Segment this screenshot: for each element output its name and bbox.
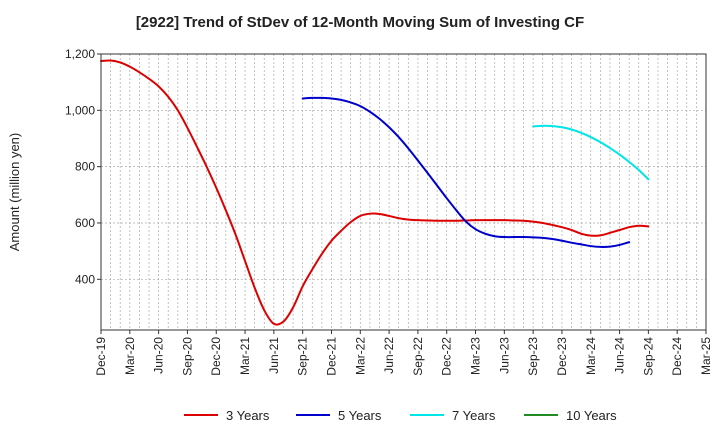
series-line-2 bbox=[301, 96, 631, 248]
x-tick-label: Jun-20 bbox=[152, 337, 166, 374]
x-tick-label: Sep-23 bbox=[526, 337, 540, 376]
x-tick-label: Dec-24 bbox=[670, 337, 684, 376]
x-tick-label: Mar-22 bbox=[353, 337, 367, 375]
x-tick-label: Dec-19 bbox=[94, 337, 108, 376]
y-axis-label: Amount (million yen) bbox=[7, 133, 22, 252]
y-tick-label: 1,200 bbox=[65, 47, 95, 61]
x-axis-ticks: Dec-19 Mar-20 Jun-20 Sep-20 Dec-20 Mar-21 Jun-… bbox=[94, 330, 713, 376]
x-tick-label: Mar-20 bbox=[123, 337, 137, 375]
x-tick-label: Dec-23 bbox=[555, 337, 569, 376]
legend: 3 Years 5 Years 7 Years 10 Years bbox=[184, 408, 617, 423]
x-tick-label: Jun-21 bbox=[267, 337, 281, 374]
x-tick-label: Sep-21 bbox=[296, 337, 310, 376]
y-tick-label: 800 bbox=[75, 160, 95, 174]
x-tick-label: Jun-22 bbox=[382, 337, 396, 374]
plot-area bbox=[101, 54, 706, 330]
x-tick-label: Sep-20 bbox=[180, 337, 194, 376]
x-tick-label: Mar-21 bbox=[238, 337, 252, 375]
grid bbox=[101, 54, 706, 330]
x-tick-label: Mar-24 bbox=[584, 337, 598, 375]
x-tick-label: Dec-21 bbox=[324, 337, 338, 376]
x-tick-label: Mar-23 bbox=[469, 337, 483, 375]
legend-label: 10 Years bbox=[566, 408, 617, 423]
y-tick-label: 1,000 bbox=[65, 103, 95, 117]
plot-frame bbox=[100, 53, 707, 331]
legend-label: 5 Years bbox=[338, 408, 382, 423]
series-line-1 bbox=[100, 59, 650, 326]
x-tick-label: Dec-20 bbox=[209, 337, 223, 376]
legend-label: 3 Years bbox=[226, 408, 270, 423]
y-tick-label: 600 bbox=[75, 216, 95, 230]
x-tick-label: Dec-22 bbox=[440, 337, 454, 376]
chart-title: [2922] Trend of StDev of 12-Month Moving… bbox=[135, 14, 585, 31]
x-tick-label: Sep-24 bbox=[641, 337, 655, 376]
x-tick-label: Jun-23 bbox=[497, 337, 511, 374]
legend-label: 7 Years bbox=[452, 408, 496, 423]
series-line-3 bbox=[532, 124, 650, 181]
x-tick-label: Jun-24 bbox=[613, 337, 627, 374]
series-lines bbox=[100, 59, 650, 326]
y-axis-ticks: 400 600 800 1,000 1,200 bbox=[65, 47, 101, 286]
x-tick-label: Sep-22 bbox=[411, 337, 425, 376]
y-tick-label: 400 bbox=[75, 272, 95, 286]
x-tick-label: Mar-25 bbox=[699, 337, 713, 375]
